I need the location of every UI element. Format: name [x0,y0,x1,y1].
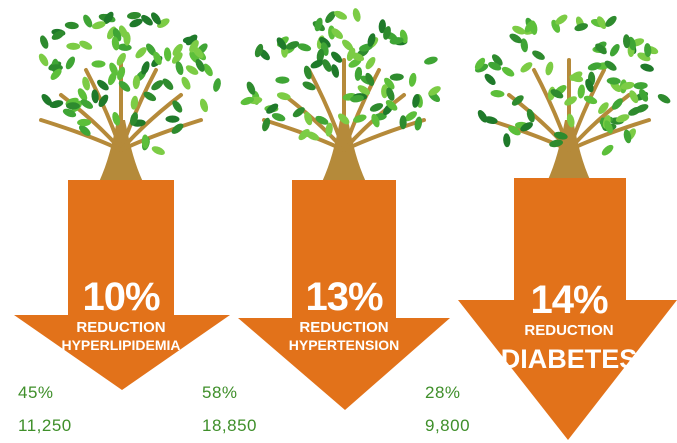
trees [37,7,672,182]
count: 9,800 [425,416,470,435]
leaf [91,60,105,67]
leaf [198,98,209,114]
leaf [607,77,621,85]
infographic: 10% REDUCTION HYPERLIPIDEMIA 13% REDUCTI… [0,0,677,443]
leaf [408,72,418,87]
leaf [577,84,586,99]
leaf [352,7,362,22]
leaf [500,65,516,79]
percent: 10% [82,275,159,319]
share: 58% [202,383,238,402]
leaf [77,119,91,126]
percent: 14% [530,278,607,322]
leaf [587,61,603,72]
leaf [123,32,130,46]
share: 28% [425,383,461,402]
leaf [329,50,344,65]
leaf [600,143,615,158]
reduction-label: REDUCTION [524,322,613,339]
share: 45% [18,383,54,402]
leaf [656,92,672,105]
leaf [38,34,50,50]
leaf [503,133,511,147]
leaf [639,62,654,73]
leaf [634,82,648,90]
leaf [64,55,77,71]
leaf [180,75,193,91]
percent: 13% [305,275,382,319]
page: {"items": [ {"percent": "10%", "reductio… [0,0,677,443]
leaf [414,116,423,131]
leaf [544,61,555,76]
condition: HYPERLIPIDEMIA [61,337,180,353]
leaf [150,144,166,156]
count: 18,850 [202,416,257,435]
leaf [163,47,171,62]
leaf [364,55,378,71]
leaf [330,63,341,78]
reduction-label: REDUCTION [299,319,388,336]
leaf [37,52,50,68]
leaf [212,77,222,92]
leaf [519,60,534,74]
reduction-label: REDUCTION [76,319,165,336]
leaf [608,42,622,58]
condition: DIABETES [501,344,638,374]
leaf [65,21,80,29]
leaf [117,43,131,51]
leaf [531,49,547,62]
leaf [66,42,80,50]
leaf [423,55,438,66]
leaf [275,77,289,84]
leaf [490,90,505,98]
leaf [390,73,404,81]
leaf [483,72,498,87]
leaf [165,115,179,122]
leaf [400,115,407,129]
count: 11,250 [18,416,72,435]
leaf [78,39,94,52]
leaf [333,9,349,22]
condition: HYPERTENSION [289,337,399,353]
leaf [127,11,142,20]
